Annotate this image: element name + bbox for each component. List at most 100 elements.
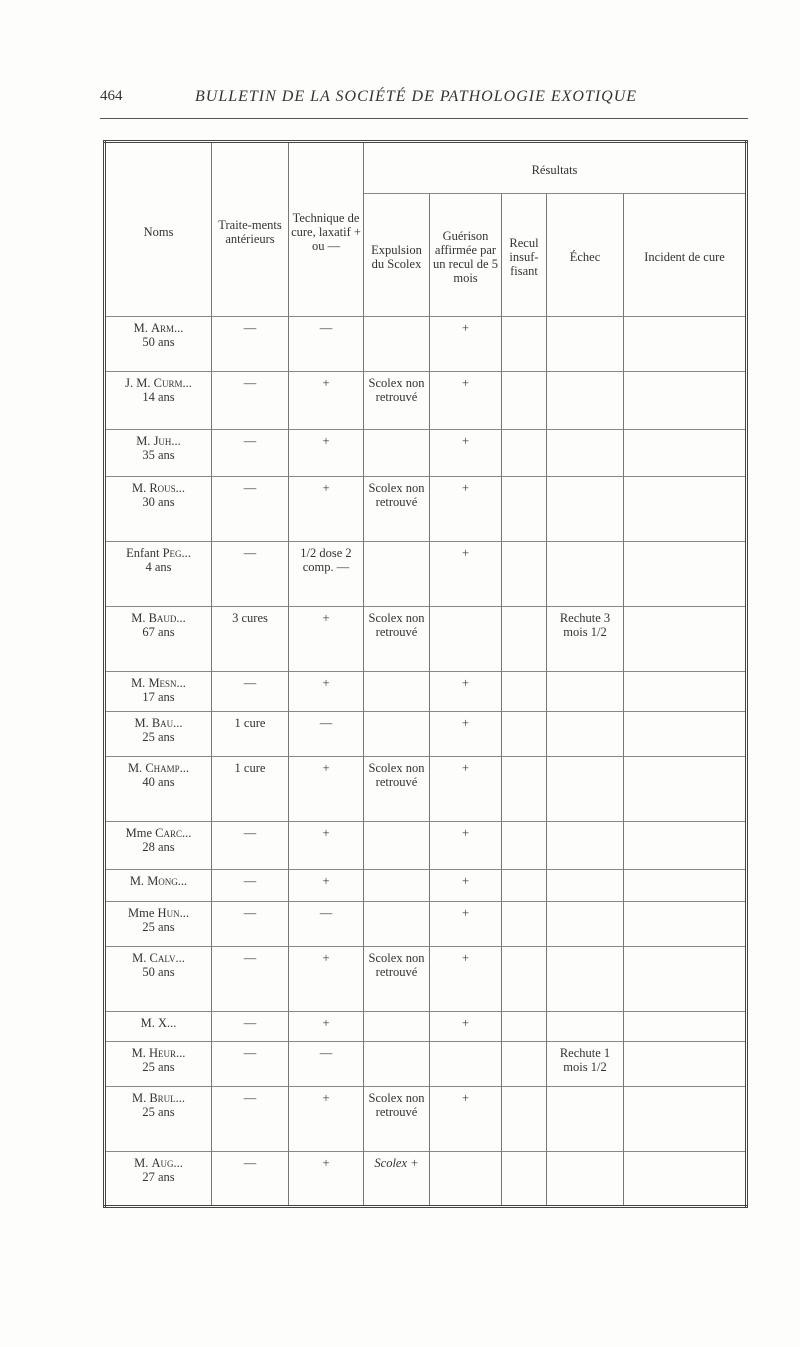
cell-traitements: —	[211, 1151, 289, 1207]
cell-traitements: —	[211, 371, 289, 430]
cell-echec	[546, 756, 624, 822]
cell-expulsion	[363, 901, 430, 947]
cell-technique: —	[288, 711, 364, 757]
cell-recul	[501, 1041, 547, 1087]
cell-incident	[622, 1151, 747, 1207]
name-prefix: M.	[129, 874, 145, 888]
header-guerison: Guérison affirmée par un recul de 5 mois	[429, 193, 502, 317]
name-surname: Mesn...	[148, 676, 186, 690]
cell-traitements: —	[211, 869, 289, 902]
cell-traitements: —	[211, 1086, 289, 1152]
table-row: M. Champ... 40 ans 1 cure + Scolex non retro…	[104, 756, 747, 822]
cell-traitements: —	[211, 429, 289, 477]
cell-nom: Mme Carc... 28 ans	[104, 821, 212, 870]
name-prefix: M.	[133, 321, 148, 335]
age: 35 ans	[142, 448, 175, 462]
cell-recul	[501, 946, 547, 1012]
cell-traitements: 3 cures	[211, 606, 289, 672]
cell-recul	[501, 316, 547, 372]
cell-traitements: —	[211, 316, 289, 372]
cell-traitements: —	[211, 671, 289, 712]
cell-nom: M. Rous... 30 ans	[104, 476, 212, 542]
cell-guerison: +	[429, 756, 502, 822]
table-row: M. Aug... 27 ans — + Scolex +	[104, 1151, 747, 1207]
cell-expulsion	[363, 869, 430, 902]
age: 25 ans	[142, 730, 175, 744]
cell-guerison: +	[429, 541, 502, 607]
cell-expulsion: Scolex non retrouvé	[363, 371, 430, 430]
header-expulsion: Expulsion du Scolex	[363, 193, 430, 317]
cell-guerison: +	[429, 316, 502, 372]
cell-echec	[546, 316, 624, 372]
cell-expulsion: Scolex +	[363, 1151, 430, 1207]
cell-guerison: +	[429, 901, 502, 947]
table-row: Mme Carc... 28 ans — + +	[104, 821, 747, 870]
cell-expulsion	[363, 711, 430, 757]
name-prefix: M.	[132, 951, 147, 965]
cell-incident	[622, 316, 747, 372]
name-prefix: M.	[134, 1156, 149, 1170]
cell-echec: Rechute 3 mois 1/2	[546, 606, 624, 672]
name-surname: Calv...	[149, 951, 185, 965]
cell-echec	[546, 901, 624, 947]
name-prefix: M.	[131, 611, 146, 625]
cell-technique: +	[288, 1086, 364, 1152]
cell-recul	[501, 901, 547, 947]
table-row: Enfant Peg... 4 ans —1/2 dose 2 comp. — +	[104, 541, 747, 607]
cell-incident	[622, 606, 747, 672]
cell-incident	[622, 821, 747, 870]
cell-traitements: —	[211, 541, 289, 607]
name-prefix: M.	[131, 1046, 146, 1060]
cell-traitements: —	[211, 946, 289, 1012]
name-surname: Hun...	[157, 906, 189, 920]
cell-recul	[501, 1011, 547, 1042]
table-row: M. Brul... 25 ans — + Scolex non retrouvé +	[104, 1086, 747, 1152]
cell-guerison	[429, 1041, 502, 1087]
age: 67 ans	[142, 625, 175, 639]
table-row: M. X... — + +	[104, 1011, 747, 1042]
table-row: J. M. Curm... 14 ans — + Scolex non retrouvé…	[104, 371, 747, 430]
cell-traitements: —	[211, 821, 289, 870]
cell-technique: —	[288, 316, 364, 372]
cell-echec: Rechute 1 mois 1/2	[546, 1041, 624, 1087]
name-prefix: M.	[134, 716, 149, 730]
cell-technique: —	[288, 901, 364, 947]
cell-technique: +	[288, 429, 364, 477]
cell-incident	[622, 541, 747, 607]
cell-technique: +	[288, 869, 364, 902]
cell-incident	[622, 1011, 747, 1042]
cell-technique: +	[288, 1011, 364, 1042]
cell-guerison: +	[429, 711, 502, 757]
name-surname: Heur...	[148, 1046, 186, 1060]
cell-recul	[501, 869, 547, 902]
cell-nom: J. M. Curm... 14 ans	[104, 371, 212, 430]
name-surname: Juh...	[153, 434, 181, 448]
cell-echec	[546, 869, 624, 902]
name-surname: X...	[157, 1016, 177, 1030]
name-surname: Peg...	[162, 546, 191, 560]
cell-expulsion	[363, 1011, 430, 1042]
cell-echec	[546, 541, 624, 607]
header-traitements: Traite-ments antérieurs	[211, 141, 289, 317]
cell-guerison	[429, 606, 502, 672]
cell-nom: M. Mesn... 17 ans	[104, 671, 212, 712]
cell-traitements: —	[211, 476, 289, 542]
cell-echec	[546, 476, 624, 542]
cell-incident	[622, 711, 747, 757]
cell-technique: +	[288, 476, 364, 542]
cell-guerison: +	[429, 371, 502, 430]
cell-technique: +	[288, 821, 364, 870]
name-prefix: M.	[131, 1091, 147, 1105]
table-row: M. Mesn... 17 ans — + +	[104, 671, 747, 712]
name-prefix: M.	[127, 761, 143, 775]
table-row: M. Heur... 25 ans — — Rechute 1 mois 1/2	[104, 1041, 747, 1087]
cell-incident	[622, 756, 747, 822]
cell-expulsion: Scolex non retrouvé	[363, 476, 430, 542]
table-row: M. Mong... — + +	[104, 869, 747, 902]
cell-recul	[501, 711, 547, 757]
name-prefix: J. M.	[125, 376, 151, 390]
name-surname: Mong...	[147, 874, 188, 888]
page-number: 464	[100, 88, 123, 104]
cell-nom: M. Heur... 25 ans	[104, 1041, 212, 1087]
cell-expulsion: Scolex non retrouvé	[363, 946, 430, 1012]
